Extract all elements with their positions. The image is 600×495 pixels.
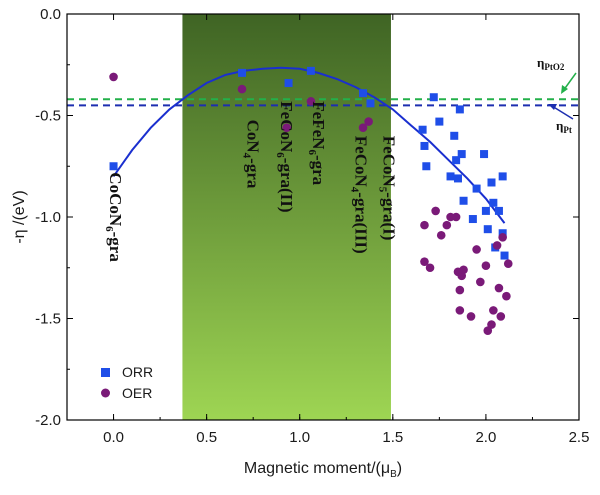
- orr-point: [109, 162, 118, 171]
- orr-point: [452, 156, 461, 165]
- oer-point: [436, 230, 446, 240]
- oer-point: [425, 263, 435, 273]
- orr-point: [422, 162, 431, 171]
- orr-point: [472, 184, 481, 193]
- compound-label: FeCoN4-gra(III): [349, 136, 371, 254]
- orr-point: [359, 89, 368, 98]
- oer-point: [502, 291, 511, 301]
- oer-point: [487, 320, 496, 329]
- legend: ORR OER: [101, 364, 153, 401]
- x-tick-label: 2.0: [475, 429, 496, 446]
- orr-point: [284, 79, 293, 88]
- y-tick-label: -1.0: [35, 209, 61, 226]
- x-tick-label: 1.0: [289, 429, 310, 446]
- x-axis-title: Magnetic moment/(μB): [244, 460, 402, 480]
- oer-point: [472, 245, 481, 254]
- oer-point: [358, 123, 368, 132]
- orr-point: [494, 206, 503, 215]
- oer-point: [455, 306, 465, 315]
- oer-point: [455, 285, 465, 295]
- label-eta-pt: ηPt: [548, 104, 574, 135]
- orr-point: [468, 215, 477, 224]
- oer-point: [494, 283, 504, 293]
- oer-point: [237, 84, 247, 94]
- oer-point: [476, 277, 485, 287]
- svg-text:ηPt: ηPt: [556, 118, 572, 135]
- orr-point: [435, 117, 444, 126]
- oer-point: [282, 123, 291, 132]
- oer-point: [420, 220, 429, 230]
- oer-point: [492, 241, 502, 250]
- orr-point: [429, 93, 438, 102]
- x-tick-label: 0.0: [103, 429, 124, 446]
- compound-label: FeCoN5-gra(I): [377, 136, 399, 241]
- y-tick-label: 0.0: [40, 6, 61, 23]
- orr-point: [450, 131, 459, 140]
- legend-orr-label: ORR: [122, 364, 153, 380]
- oer-point: [459, 265, 468, 275]
- oer-point: [451, 212, 461, 222]
- orr-point: [483, 225, 492, 234]
- orr-point: [457, 150, 466, 159]
- orr-point: [489, 198, 498, 207]
- x-tick-label: 2.5: [569, 429, 590, 446]
- orr-point: [306, 66, 315, 75]
- y-tick-label: -0.5: [35, 108, 61, 125]
- orr-point: [446, 172, 455, 181]
- y-tick-label: -2.0: [35, 412, 61, 429]
- oer-point: [431, 206, 440, 216]
- orr-point: [366, 99, 375, 108]
- orr-point: [459, 196, 468, 205]
- svg-text:ηPtO2: ηPtO2: [537, 55, 565, 72]
- x-tick-label: 0.5: [196, 429, 217, 446]
- orr-point: [487, 178, 496, 187]
- orr-point: [481, 206, 490, 215]
- oer-point: [481, 261, 491, 271]
- legend-orr-marker: [101, 368, 110, 377]
- orr-point: [455, 105, 464, 114]
- oer-point: [498, 233, 507, 242]
- compound-label: CoN4-gra: [241, 120, 263, 189]
- compound-label: FeCoN6-gra(II): [274, 101, 296, 212]
- oer-point: [503, 259, 513, 268]
- legend-oer-marker: [101, 388, 110, 398]
- compound-label: CoCoN6-gra: [103, 172, 125, 262]
- oer-point: [466, 312, 476, 321]
- y-tick-label: -1.5: [35, 311, 61, 328]
- oer-point: [496, 312, 506, 321]
- oer-point: [489, 306, 498, 315]
- legend-oer-label: OER: [122, 385, 152, 401]
- oer-point: [109, 72, 118, 82]
- oer-point: [306, 96, 316, 106]
- orr-point: [420, 141, 429, 150]
- y-axis-title: -η /(eV): [11, 190, 28, 243]
- orr-point: [453, 174, 462, 183]
- x-tick-label: 1.5: [382, 429, 403, 446]
- orr-point: [238, 68, 247, 77]
- orr-point: [498, 172, 507, 181]
- compound-label: FeFeN6-gra: [306, 101, 328, 185]
- orr-point: [500, 251, 509, 260]
- oer-point: [420, 257, 429, 266]
- orr-point: [480, 150, 489, 159]
- oer-point: [442, 220, 452, 230]
- oer-point: [364, 117, 373, 126]
- orr-point: [418, 125, 427, 134]
- label-eta-pto2: ηPtO2: [537, 55, 577, 94]
